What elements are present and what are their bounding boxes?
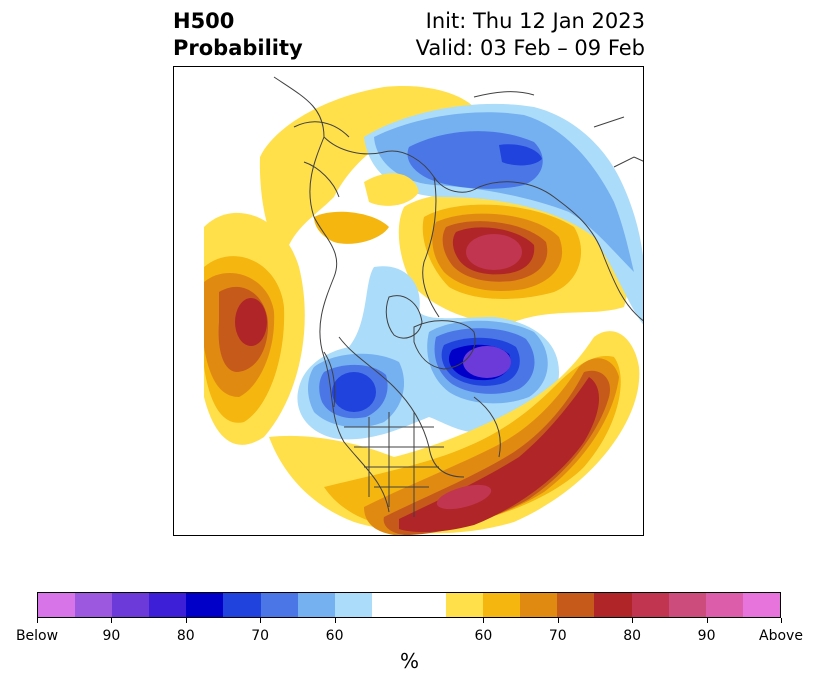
colorbar-segment <box>705 593 743 617</box>
pacific-above-anomaly <box>204 212 305 445</box>
colorbar-tick-mark <box>111 618 113 623</box>
title-init: Init: Thu 12 Jan 2023 <box>425 9 645 33</box>
map-title-left: H500 Probability <box>173 8 303 62</box>
title-product: Probability <box>173 36 303 60</box>
title-variable: H500 <box>173 9 235 33</box>
siberia-below-anomaly <box>364 103 643 327</box>
colorbar-segment <box>668 593 706 617</box>
colorbar-unit-label: % <box>399 649 419 673</box>
colorbar-segment <box>297 593 335 617</box>
colorbar-tick-label: 90 <box>697 628 716 644</box>
map-canvas <box>204 76 643 535</box>
colorbar-segment <box>334 593 372 617</box>
anomaly-shading <box>204 86 643 535</box>
colorbar-tick-label: 60 <box>325 628 344 644</box>
colorbar-segment <box>38 593 76 617</box>
colorbar-tick-mark <box>37 618 38 623</box>
colorbar-tick-label: 70 <box>251 628 270 644</box>
atlantic-above-anomaly <box>269 331 640 535</box>
colorbar-tick-label: 80 <box>176 628 195 644</box>
probability-colorbar <box>37 592 781 618</box>
colorbar-segment <box>223 593 261 617</box>
canada-below-anomaly <box>297 266 559 440</box>
colorbar-segment <box>631 593 669 617</box>
colorbar-tick-mark <box>185 618 187 623</box>
colorbar-tick-mark <box>706 618 708 623</box>
colorbar-tick-mark <box>632 618 634 623</box>
colorbar-segment <box>446 593 484 617</box>
colorbar-segment <box>520 593 558 617</box>
coastlines <box>273 76 643 517</box>
scandinavia-above-patch <box>364 173 419 206</box>
colorbar-tick-label: 60 <box>474 628 493 644</box>
colorbar-segment <box>260 593 298 617</box>
colorbar-tick-mark <box>557 618 559 623</box>
colorbar-tick-label: 80 <box>623 628 642 644</box>
colorbar-tick-label: 70 <box>548 628 567 644</box>
map-title-right: Init: Thu 12 Jan 2023 Valid: 03 Feb – 09… <box>416 8 645 62</box>
colorbar-neutral-segment <box>371 593 447 617</box>
colorbar-segment <box>483 593 521 617</box>
colorbar-segment <box>594 593 632 617</box>
colorbar-tick-mark <box>260 618 262 623</box>
colorbar-tick-mark <box>334 618 336 623</box>
colorbar-segment <box>742 593 780 617</box>
colorbar-segment <box>186 593 224 617</box>
colorbar-tick-mark <box>483 618 485 623</box>
colorbar-segment <box>112 593 150 617</box>
colorbar-segment <box>149 593 187 617</box>
russia-above-anomaly <box>398 193 628 323</box>
probability-map <box>173 66 644 536</box>
title-valid: Valid: 03 Feb – 09 Feb <box>415 36 645 60</box>
colorbar-segment <box>75 593 113 617</box>
colorbar-tick-label: Above <box>759 628 803 644</box>
colorbar-tick-label: 90 <box>102 628 121 644</box>
colorbar-segment <box>557 593 595 617</box>
colorbar-tick-mark <box>781 618 782 623</box>
colorbar-tick-label: Below <box>15 628 59 644</box>
